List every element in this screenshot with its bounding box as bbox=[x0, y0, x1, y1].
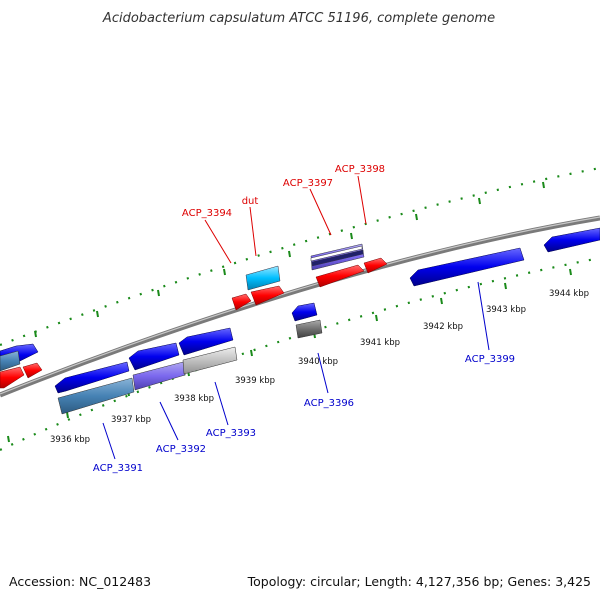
tick-label: 3936 kbp bbox=[50, 435, 90, 445]
tick-label: 3942 kbp bbox=[423, 322, 463, 332]
gene-label: ACP_3394 bbox=[182, 208, 232, 219]
leader-line bbox=[309, 188, 332, 236]
gene-feature bbox=[543, 227, 600, 253]
major-tick bbox=[223, 268, 226, 276]
major-tick bbox=[157, 289, 160, 297]
gene-feature bbox=[178, 327, 234, 356]
tick-label: 3940 kbp bbox=[298, 357, 338, 367]
tick-label: 3944 kbp bbox=[549, 289, 589, 299]
gene-feature bbox=[310, 245, 363, 262]
leader-line bbox=[214, 381, 229, 426]
leader-line bbox=[249, 206, 257, 257]
reverse-strand-other bbox=[0, 319, 323, 415]
forward-label-leaders bbox=[204, 175, 367, 264]
gene-feature bbox=[295, 319, 323, 339]
forward-strand-other bbox=[245, 243, 365, 291]
gene-label: ACP_3398 bbox=[335, 164, 385, 175]
gene-feature bbox=[182, 346, 238, 375]
major-tick bbox=[415, 213, 418, 221]
gene-feature bbox=[291, 302, 318, 322]
gene-label: ACP_3397 bbox=[283, 178, 333, 189]
reverse-label-leaders bbox=[102, 281, 490, 460]
major-tick bbox=[504, 282, 507, 290]
tick-label: 3943 kbp bbox=[486, 305, 526, 315]
major-tick bbox=[34, 330, 37, 338]
reverse-gene-labels: ACP_3396 ACP_3399 ACP_3393 ACP_3392 ACP_… bbox=[93, 354, 515, 474]
forward-gene-labels: ACP_3394 dut ACP_3397 ACP_3398 bbox=[182, 164, 385, 219]
major-tick bbox=[66, 411, 69, 419]
gene-feature bbox=[54, 361, 130, 394]
gene-feature bbox=[128, 342, 180, 371]
major-tick bbox=[250, 349, 253, 357]
gene-feature bbox=[0, 350, 21, 372]
accession-text: Accession: NC_012483 bbox=[9, 574, 151, 589]
genome-backbone bbox=[0, 215, 600, 398]
leader-line bbox=[477, 281, 490, 351]
leader-line bbox=[204, 219, 232, 264]
major-tick bbox=[569, 268, 572, 276]
leader-line bbox=[317, 352, 329, 394]
major-tick bbox=[96, 310, 99, 318]
major-tick bbox=[478, 197, 481, 205]
leader-line bbox=[357, 175, 367, 225]
gene-feature bbox=[132, 361, 186, 391]
gene-feature bbox=[22, 362, 43, 379]
tick-label: 3939 kbp bbox=[235, 376, 275, 386]
major-tick bbox=[288, 250, 291, 258]
gene-label: ACP_3391 bbox=[93, 463, 143, 474]
gene-feature bbox=[311, 249, 364, 267]
gene-label: ACP_3399 bbox=[465, 354, 515, 365]
major-tick bbox=[542, 181, 545, 189]
gene-label: ACP_3392 bbox=[156, 444, 206, 455]
gene-label: ACP_3396 bbox=[304, 398, 354, 409]
map-title: Acidobacterium capsulatum ATCC 51196, co… bbox=[102, 11, 495, 26]
gene-label: dut bbox=[242, 196, 259, 207]
gene-feature bbox=[245, 265, 281, 291]
major-tick bbox=[350, 232, 353, 240]
tick-label: 3937 kbp bbox=[111, 415, 151, 425]
leader-line bbox=[102, 422, 116, 460]
genome-summary-text: Topology: circular; Length: 4,127,356 bp… bbox=[247, 574, 591, 589]
gene-feature bbox=[409, 247, 525, 287]
gene-feature bbox=[231, 293, 252, 311]
major-tick bbox=[7, 435, 10, 443]
leader-line bbox=[159, 401, 179, 441]
tick-label: 3941 kbp bbox=[360, 338, 400, 348]
gene-feature bbox=[0, 366, 25, 389]
tick-ring-inner bbox=[0, 256, 600, 451]
tick-ring-inner-dots bbox=[0, 256, 600, 451]
tick-label: 3938 kbp bbox=[174, 394, 214, 404]
gene-feature bbox=[57, 377, 135, 415]
major-tick bbox=[375, 314, 378, 322]
forward-strand-genes bbox=[0, 257, 388, 389]
reverse-strand-genes bbox=[0, 227, 600, 394]
tick-labels: 3936 kbp 3937 kbp 3938 kbp 3939 kbp 3940… bbox=[50, 289, 589, 445]
gene-feature bbox=[363, 257, 388, 274]
gene-feature bbox=[250, 285, 285, 306]
major-tick bbox=[440, 297, 443, 305]
gene-label: ACP_3393 bbox=[206, 428, 256, 439]
gene-feature bbox=[315, 264, 365, 288]
